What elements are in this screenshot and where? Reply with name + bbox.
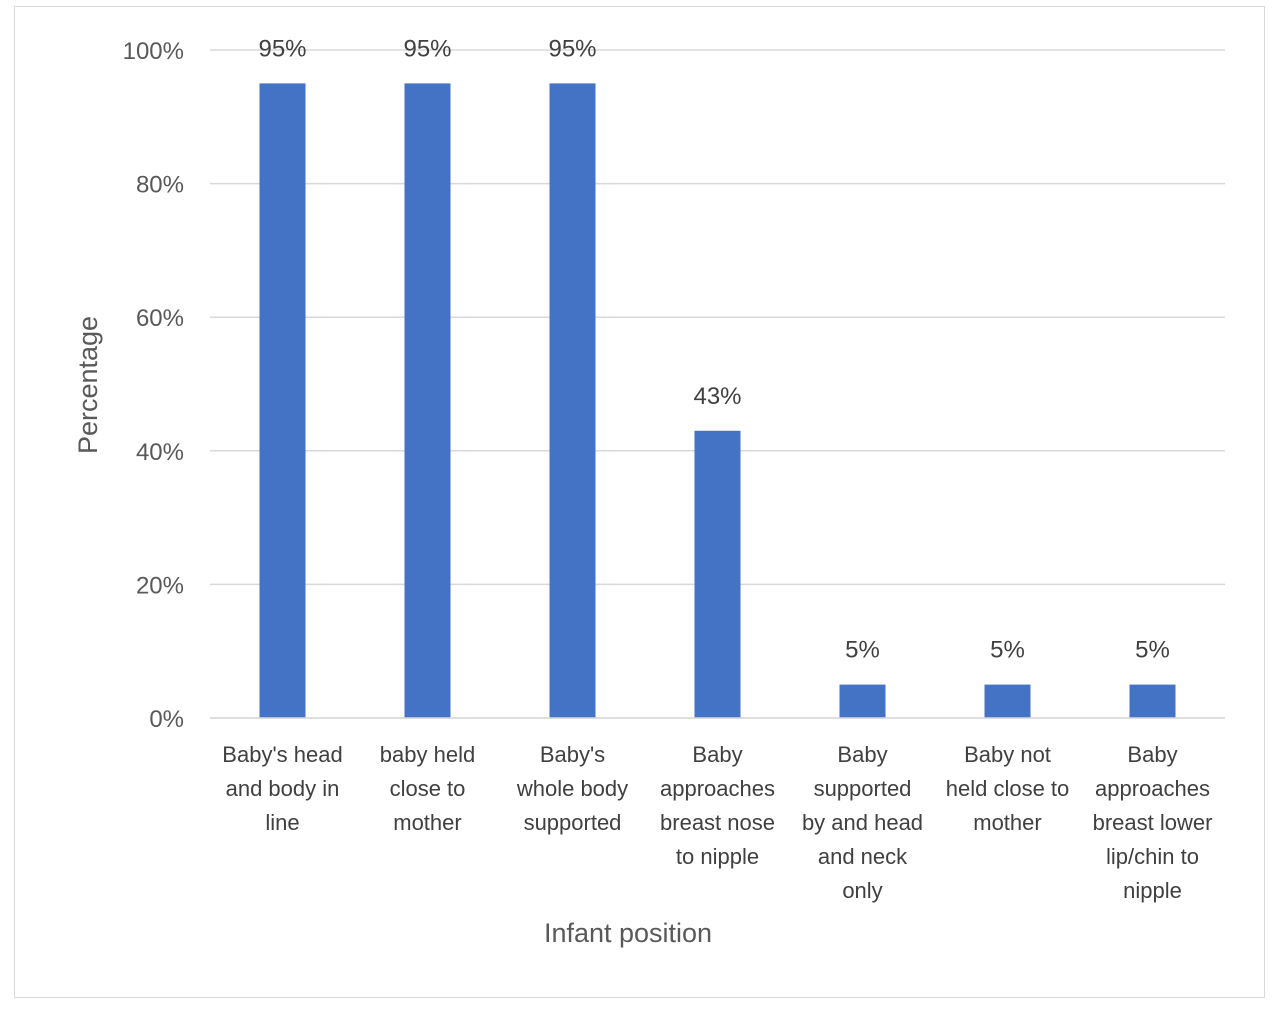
data-label: 5% <box>990 637 1025 664</box>
data-label: 95% <box>258 35 306 62</box>
data-label: 5% <box>1135 637 1170 664</box>
category-label: Baby not held close to mother <box>946 742 1070 835</box>
data-label: 95% <box>548 35 596 62</box>
y-axis-title: Percentage <box>73 316 103 454</box>
x-axis-title: Infant position <box>544 918 712 948</box>
category-label: Baby's head and body in line <box>222 742 342 835</box>
y-tick-label: 80% <box>136 172 184 199</box>
bar-2 <box>404 83 451 718</box>
y-tick-label: 100% <box>123 38 184 65</box>
bar-4 <box>694 430 741 718</box>
category-label: Baby supported by and head and neck only <box>802 742 923 903</box>
bar-7 <box>1129 684 1176 718</box>
bar-5 <box>839 684 886 718</box>
category-label: Baby approaches breast nose to nipple <box>660 742 775 869</box>
category-label: baby held close to mother <box>380 742 475 835</box>
bar-6 <box>984 684 1031 718</box>
bar-3 <box>549 83 596 718</box>
chart-frame <box>14 6 1265 998</box>
y-tick-label: 0% <box>149 706 184 733</box>
data-label: 95% <box>403 35 451 62</box>
y-tick-label: 20% <box>136 572 184 599</box>
category-label: Baby's whole body supported <box>516 742 628 835</box>
y-tick-label: 40% <box>136 439 184 466</box>
category-label: Baby approaches breast lower lip/chin to nip… <box>1093 742 1213 903</box>
data-label: 5% <box>845 637 880 664</box>
y-tick-label: 60% <box>136 305 184 332</box>
data-label: 43% <box>693 383 741 410</box>
bar-1 <box>259 83 306 718</box>
